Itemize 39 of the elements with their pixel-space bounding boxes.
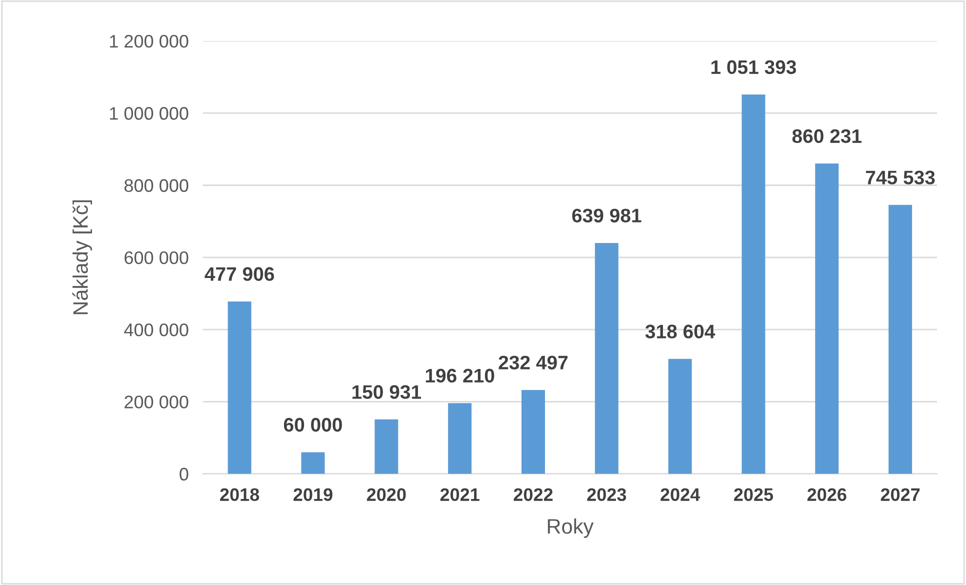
x-tick-label: 2020 [366, 488, 406, 501]
x-tick-label: 2027 [880, 488, 920, 501]
data-label: 318 604 [645, 324, 716, 338]
data-label: 1 051 393 [711, 60, 796, 74]
x-tick-label: 2023 [587, 488, 626, 502]
data-label: 860 231 [792, 129, 862, 144]
x-tick-label: 2021 [440, 488, 480, 501]
y-axis-title: Náklady [Kč] [72, 200, 92, 314]
x-tick-label: 2025 [734, 488, 774, 501]
data-label: 745 533 [866, 170, 935, 184]
bar [521, 390, 545, 474]
y-tick-label: 800 000 [124, 179, 188, 192]
bar [815, 164, 839, 474]
bar [742, 94, 766, 474]
y-tick-label: 1 200 000 [110, 34, 188, 48]
bar [301, 452, 325, 474]
data-label: 232 497 [498, 356, 568, 370]
bar [594, 242, 618, 474]
bar [668, 358, 692, 474]
bar [888, 204, 912, 474]
y-tick-label: 200 000 [124, 396, 188, 408]
y-tick-label: 600 000 [124, 251, 188, 264]
y-tick-label: 0 [180, 468, 188, 481]
bar [448, 403, 472, 474]
x-tick-label: 2019 [294, 488, 332, 501]
data-label: 477 906 [204, 267, 274, 281]
data-label: 639 981 [572, 208, 642, 222]
x-tick-label: 2022 [514, 488, 553, 501]
data-label: 150 931 [352, 385, 422, 399]
bar [228, 301, 252, 474]
x-tick-label: 2018 [220, 488, 260, 501]
data-label: 196 210 [426, 368, 494, 383]
x-tick-label: 2026 [807, 488, 846, 501]
y-tick-label: 1 000 000 [110, 107, 188, 120]
x-tick-label: 2024 [660, 488, 700, 501]
bar [374, 419, 398, 474]
x-axis-title: Roky [548, 518, 594, 538]
y-tick-label: 400 000 [124, 323, 188, 336]
data-label: 60 000 [284, 418, 342, 432]
